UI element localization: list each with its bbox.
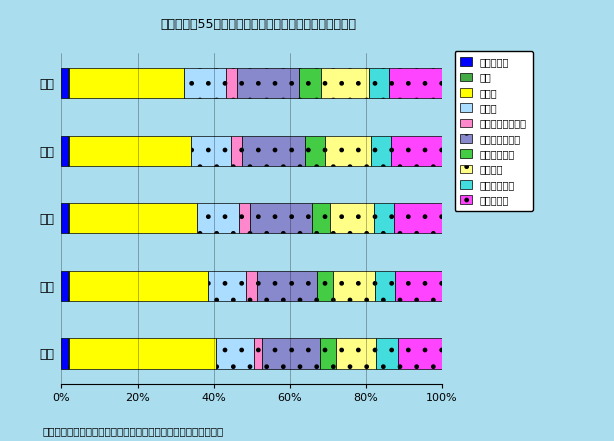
Bar bbox=[192, 135, 231, 166]
Bar bbox=[254, 338, 262, 369]
Bar bbox=[208, 271, 246, 301]
Bar bbox=[305, 135, 325, 166]
Bar bbox=[371, 135, 391, 166]
Bar bbox=[333, 271, 375, 301]
Bar bbox=[312, 203, 330, 233]
Bar bbox=[375, 271, 395, 301]
Bar bbox=[184, 68, 226, 98]
Bar bbox=[61, 271, 68, 301]
Text: 第２－７－55図　岐阜県の産業別生産額の年度別構成比: 第２－７－55図 岐阜県の産業別生産額の年度別構成比 bbox=[160, 18, 356, 30]
Bar bbox=[262, 338, 320, 369]
Bar bbox=[246, 271, 257, 301]
Bar bbox=[317, 271, 333, 301]
Bar bbox=[330, 203, 374, 233]
Bar bbox=[376, 338, 398, 369]
Bar bbox=[320, 338, 336, 369]
Bar bbox=[321, 68, 369, 98]
Bar bbox=[68, 271, 69, 301]
Bar bbox=[369, 68, 389, 98]
Bar bbox=[69, 135, 192, 166]
Bar bbox=[197, 203, 239, 233]
Bar bbox=[250, 203, 312, 233]
Bar bbox=[237, 68, 299, 98]
Bar bbox=[243, 135, 305, 166]
Bar bbox=[226, 68, 237, 98]
Bar bbox=[231, 135, 243, 166]
Bar bbox=[336, 338, 376, 369]
Text: 「県民経済計算年報（平成９年版）」（経済企画庁）により作成: 「県民経済計算年報（平成９年版）」（経済企画庁）により作成 bbox=[43, 426, 224, 437]
Bar bbox=[68, 135, 69, 166]
Bar bbox=[61, 203, 68, 233]
Bar bbox=[239, 203, 250, 233]
Bar bbox=[68, 338, 69, 369]
Bar bbox=[299, 68, 321, 98]
Bar bbox=[61, 68, 68, 98]
Bar bbox=[389, 68, 442, 98]
Bar bbox=[394, 203, 442, 233]
Bar bbox=[391, 135, 442, 166]
Bar bbox=[68, 203, 69, 233]
Bar bbox=[69, 203, 197, 233]
Bar bbox=[68, 68, 69, 98]
Bar bbox=[395, 271, 442, 301]
Bar bbox=[374, 203, 394, 233]
Legend: 農林水産業, 鉱業, 製造業, 建設業, 電気・ガス・水道, 卸売・小売り業, 金融・保険業, 不動産業, 運輸・通信業, サービス業: 農林水産業, 鉱業, 製造業, 建設業, 電気・ガス・水道, 卸売・小売り業, … bbox=[454, 51, 533, 211]
Bar bbox=[69, 68, 184, 98]
Bar bbox=[216, 338, 254, 369]
Bar bbox=[257, 271, 317, 301]
Bar bbox=[69, 271, 208, 301]
Bar bbox=[325, 135, 371, 166]
Bar bbox=[398, 338, 442, 369]
Bar bbox=[61, 135, 68, 166]
Bar bbox=[69, 338, 216, 369]
Bar bbox=[61, 338, 68, 369]
